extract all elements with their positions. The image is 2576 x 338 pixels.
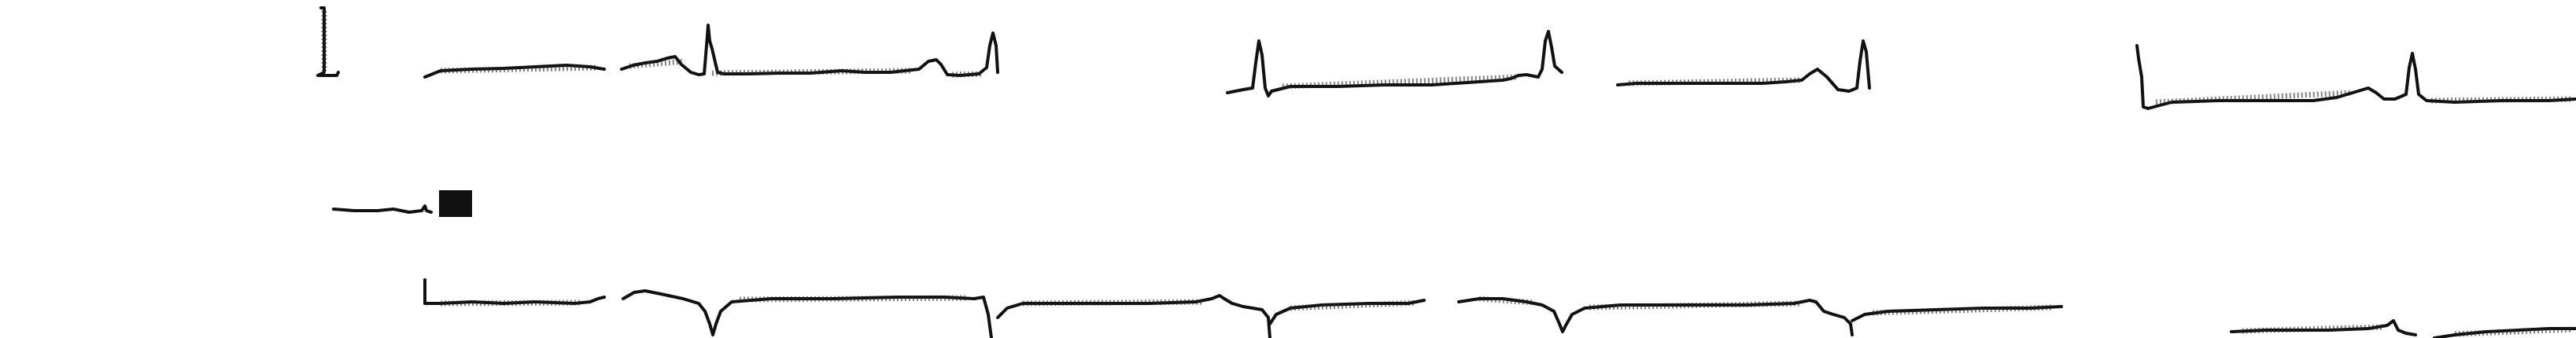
baseline-noise — [440, 295, 2574, 337]
lead-segment — [1226, 30, 1563, 97]
lead-segment — [620, 24, 999, 77]
ecg-row-3 — [423, 278, 2576, 338]
calibration-mark — [316, 6, 340, 77]
lead-segment — [996, 294, 1271, 338]
lead-segment — [622, 289, 993, 338]
baseline-noise — [1282, 74, 1803, 90]
pacing-block — [439, 190, 472, 217]
lead-segment — [423, 278, 606, 305]
lead-segment — [423, 64, 606, 79]
lead-segment — [1457, 297, 1854, 336]
ecg-row-1 — [423, 24, 2576, 110]
lead-segment — [332, 204, 433, 214]
baseline-noise — [2155, 90, 2574, 105]
lead-segment — [1616, 39, 1871, 93]
baseline-noise — [440, 58, 984, 78]
lead-segment — [2135, 44, 2576, 110]
ecg-row-2 — [332, 190, 472, 217]
